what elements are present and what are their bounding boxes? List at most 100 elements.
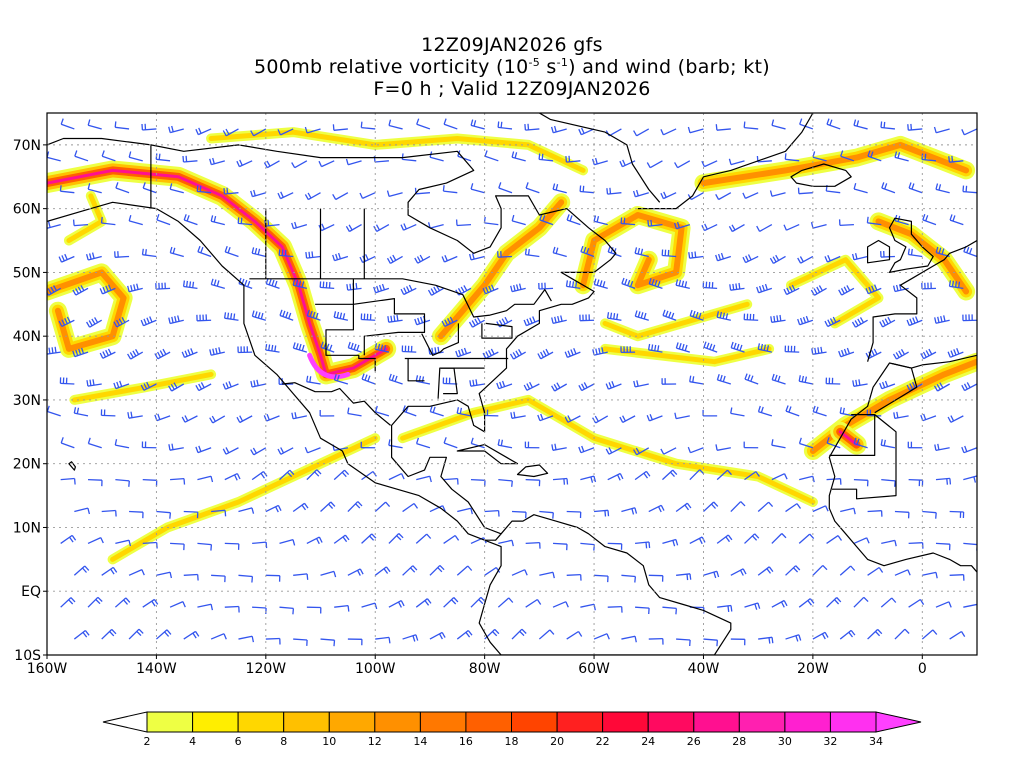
wind-barb: [840, 150, 855, 162]
wind-barb: [442, 377, 458, 385]
wind-barb: [211, 509, 227, 517]
wind-barb: [716, 469, 732, 481]
wind-barb: [606, 187, 622, 195]
wind-barb: [619, 159, 636, 168]
lat-label: 50N: [13, 265, 41, 281]
wind-barb: [757, 343, 772, 353]
lat-label: 40N: [13, 329, 41, 345]
colorbar-swatch: [192, 711, 239, 733]
wind-barb: [771, 119, 786, 130]
wind-barb: [100, 216, 116, 226]
wind-barb: [824, 316, 841, 328]
wind-barb: [222, 381, 239, 390]
wind-barb: [277, 128, 294, 136]
wind-barb: [333, 469, 350, 481]
lat-label: 70N: [13, 138, 41, 154]
wind-barb: [360, 313, 376, 321]
wind-barb: [470, 119, 485, 130]
border-us-states-west: [325, 278, 376, 372]
wind-barb: [211, 574, 226, 583]
wind-barb: [279, 469, 295, 481]
wind-barb: [511, 151, 526, 162]
wind-barb: [47, 221, 61, 229]
wind-barb: [306, 469, 322, 481]
wind-barb: [402, 565, 418, 576]
wind-barb: [866, 216, 882, 226]
wind-barb: [360, 121, 376, 130]
wind-barb: [293, 573, 309, 580]
wind-barb: [743, 441, 759, 449]
wind-barb: [757, 566, 774, 576]
wind-barb: [429, 631, 446, 640]
wind-barb: [154, 348, 171, 360]
wind-barb: [949, 510, 965, 519]
wind-barb: [333, 374, 349, 385]
wind-barb: [414, 315, 431, 326]
wind-barb: [963, 245, 977, 258]
title-exponent-1: -5: [528, 56, 541, 69]
wind-barb: [729, 282, 745, 291]
wind-barb: [197, 542, 213, 551]
wind-barb: [374, 566, 391, 576]
wind-barb: [168, 443, 184, 451]
wind-barb: [361, 373, 376, 385]
wind-barb: [497, 121, 513, 130]
wind-barb: [181, 415, 198, 423]
wind-barb: [742, 192, 759, 199]
wind-barb: [784, 345, 800, 353]
wind-barb: [687, 192, 704, 201]
wind-barb: [224, 542, 240, 550]
wind-barb: [647, 219, 663, 227]
wind-barb: [511, 628, 527, 640]
wind-barb: [279, 606, 295, 615]
wind-barb: [579, 185, 595, 194]
wind-barb: [907, 248, 923, 258]
wind-barb: [252, 541, 268, 549]
wind-barb: [183, 630, 200, 640]
wind-barb: [128, 569, 145, 576]
colorbar-swatch: [146, 711, 194, 733]
colorbar-swatch: [465, 711, 512, 733]
lon-label: 120W: [246, 661, 287, 677]
wind-barb: [265, 277, 280, 289]
wind-barb: [209, 415, 226, 424]
wind-barb: [292, 279, 307, 289]
wind-barb: [783, 223, 800, 231]
wind-barb: [484, 150, 499, 162]
wind-barb: [209, 347, 225, 356]
wind-barb: [728, 158, 745, 166]
wind-barb: [414, 254, 431, 264]
wind-barb: [387, 314, 403, 323]
wind-barb: [468, 253, 485, 261]
wind-barb: [715, 252, 732, 262]
wind-barb: [181, 348, 198, 359]
wind-barb: [222, 447, 239, 455]
wind-barb: [154, 413, 171, 422]
wind-barb: [455, 219, 472, 227]
colorbar-tick-label: 22: [596, 735, 610, 748]
wind-barb: [687, 446, 704, 454]
colorbar-tick-label: 18: [505, 735, 519, 748]
wind-barb: [785, 565, 801, 576]
wind-barb: [552, 183, 567, 194]
wind-barb: [661, 378, 677, 385]
wind-barb: [648, 277, 663, 289]
wind-barb: [238, 574, 254, 583]
wind-barb: [197, 475, 214, 483]
wind-barb: [236, 415, 253, 424]
wind-barb: [87, 537, 104, 545]
wind-barb: [646, 160, 663, 169]
wind-barb: [880, 439, 896, 449]
wind-barb: [771, 439, 786, 449]
vort-streak-pacific-low: [47, 263, 133, 358]
wind-barb: [853, 437, 868, 449]
wind-barb: [402, 502, 419, 513]
wind-barb: [320, 638, 336, 647]
wind-barb: [72, 219, 89, 227]
wind-barb: [769, 254, 786, 264]
vort-streak-atlantic-gyre: [574, 206, 691, 295]
border-us-mexico: [282, 382, 391, 426]
wind-barb: [196, 185, 212, 194]
wind-barb: [74, 507, 91, 515]
wind-barb: [374, 405, 390, 417]
